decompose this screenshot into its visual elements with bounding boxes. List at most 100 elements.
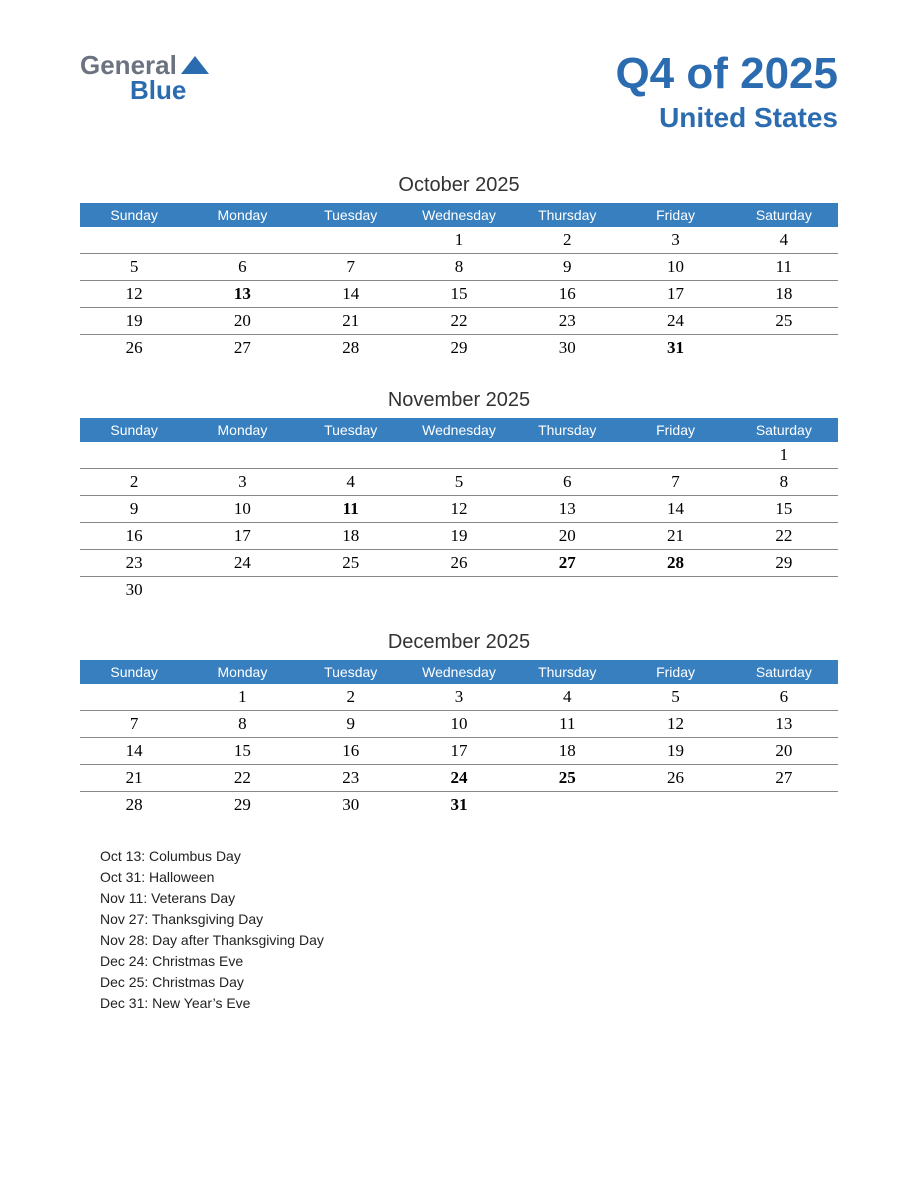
calendar-table: SundayMondayTuesdayWednesdayThursdayFrid… bbox=[80, 418, 838, 603]
calendar-row: 1 bbox=[80, 442, 838, 469]
calendar-cell: 6 bbox=[188, 254, 296, 281]
calendar-cell: 29 bbox=[405, 335, 513, 362]
calendar-cell: 14 bbox=[80, 738, 188, 765]
calendar-cell: 28 bbox=[621, 550, 729, 577]
calendar-cell: 19 bbox=[621, 738, 729, 765]
calendar-cell: 29 bbox=[188, 792, 296, 819]
day-header: Friday bbox=[621, 660, 729, 684]
calendar-cell: 21 bbox=[621, 523, 729, 550]
title-main: Q4 of 2025 bbox=[615, 50, 838, 98]
holiday-item: Oct 31: Halloween bbox=[100, 867, 838, 888]
calendar-cell: 26 bbox=[405, 550, 513, 577]
calendar-cell: 4 bbox=[513, 684, 621, 711]
calendar-cell: 23 bbox=[80, 550, 188, 577]
holiday-list: Oct 13: Columbus DayOct 31: Halloween Nov… bbox=[80, 846, 838, 1014]
calendar-cell: 28 bbox=[297, 335, 405, 362]
day-header: Saturday bbox=[730, 418, 838, 442]
calendar-cell: 8 bbox=[188, 711, 296, 738]
calendar-row: 567891011 bbox=[80, 254, 838, 281]
calendar-cell: 23 bbox=[297, 765, 405, 792]
calendar-cell: 22 bbox=[730, 523, 838, 550]
calendar-cell: 20 bbox=[188, 308, 296, 335]
calendar-cell: 3 bbox=[621, 227, 729, 254]
month-title: November 2025 bbox=[80, 389, 838, 412]
day-header: Monday bbox=[188, 418, 296, 442]
day-header: Friday bbox=[621, 418, 729, 442]
calendar-cell: 30 bbox=[513, 335, 621, 362]
calendar-cell: 5 bbox=[405, 469, 513, 496]
calendar-cell bbox=[513, 577, 621, 604]
calendars-container: October 2025SundayMondayTuesdayWednesday… bbox=[80, 174, 838, 818]
calendar-cell: 5 bbox=[80, 254, 188, 281]
calendar-cell: 7 bbox=[297, 254, 405, 281]
calendar-cell bbox=[621, 577, 729, 604]
day-header: Sunday bbox=[80, 660, 188, 684]
calendar-cell: 2 bbox=[297, 684, 405, 711]
calendar-cell: 9 bbox=[80, 496, 188, 523]
calendar-cell: 30 bbox=[297, 792, 405, 819]
calendar-cell: 25 bbox=[513, 765, 621, 792]
holiday-item: Dec 24: Christmas Eve bbox=[100, 951, 838, 972]
calendar-cell: 1 bbox=[188, 684, 296, 711]
calendar-cell: 24 bbox=[188, 550, 296, 577]
month-title: October 2025 bbox=[80, 174, 838, 197]
calendar-cell: 4 bbox=[297, 469, 405, 496]
day-header: Thursday bbox=[513, 660, 621, 684]
calendar-cell bbox=[80, 684, 188, 711]
calendar-cell: 9 bbox=[513, 254, 621, 281]
calendar-cell bbox=[405, 577, 513, 604]
holiday-item: Nov 28: Day after Thanksgiving Day bbox=[100, 930, 838, 951]
calendar-cell: 31 bbox=[405, 792, 513, 819]
calendar-cell: 1 bbox=[730, 442, 838, 469]
calendar-cell bbox=[730, 577, 838, 604]
calendar-cell: 5 bbox=[621, 684, 729, 711]
calendar-cell: 2 bbox=[513, 227, 621, 254]
calendar-cell: 18 bbox=[297, 523, 405, 550]
calendar-cell: 3 bbox=[405, 684, 513, 711]
calendar-cell: 15 bbox=[188, 738, 296, 765]
calendar-cell: 20 bbox=[730, 738, 838, 765]
calendar-cell bbox=[513, 792, 621, 819]
calendar-cell: 25 bbox=[730, 308, 838, 335]
calendar-cell: 6 bbox=[513, 469, 621, 496]
day-header: Wednesday bbox=[405, 203, 513, 227]
day-header: Saturday bbox=[730, 203, 838, 227]
calendar-cell bbox=[80, 227, 188, 254]
calendar-cell: 4 bbox=[730, 227, 838, 254]
calendar-cell: 27 bbox=[188, 335, 296, 362]
calendar-cell: 20 bbox=[513, 523, 621, 550]
calendar-cell: 7 bbox=[80, 711, 188, 738]
calendar-table: SundayMondayTuesdayWednesdayThursdayFrid… bbox=[80, 203, 838, 361]
calendar-row: 30 bbox=[80, 577, 838, 604]
calendar-cell: 16 bbox=[513, 281, 621, 308]
calendar-cell bbox=[80, 442, 188, 469]
calendar-cell: 17 bbox=[405, 738, 513, 765]
calendar-cell: 7 bbox=[621, 469, 729, 496]
calendar-cell: 17 bbox=[188, 523, 296, 550]
holiday-item: Dec 25: Christmas Day bbox=[100, 972, 838, 993]
calendar-row: 14151617181920 bbox=[80, 738, 838, 765]
day-header: Thursday bbox=[513, 203, 621, 227]
calendar-cell: 22 bbox=[405, 308, 513, 335]
calendar-row: 12131415161718 bbox=[80, 281, 838, 308]
calendar-row: 28293031 bbox=[80, 792, 838, 819]
calendar-cell: 24 bbox=[405, 765, 513, 792]
holiday-item: Dec 31: New Year’s Eve bbox=[100, 993, 838, 1014]
calendar-cell: 15 bbox=[730, 496, 838, 523]
day-header: Monday bbox=[188, 660, 296, 684]
calendar-cell bbox=[297, 442, 405, 469]
calendar-cell: 18 bbox=[513, 738, 621, 765]
brand-logo: General Blue bbox=[80, 50, 209, 106]
holiday-item: Oct 13: Columbus Day bbox=[100, 846, 838, 867]
calendar-cell bbox=[513, 442, 621, 469]
calendar-cell bbox=[730, 792, 838, 819]
holiday-item: Nov 27: Thanksgiving Day bbox=[100, 909, 838, 930]
calendar-cell: 21 bbox=[80, 765, 188, 792]
day-header: Tuesday bbox=[297, 660, 405, 684]
calendar-table: SundayMondayTuesdayWednesdayThursdayFrid… bbox=[80, 660, 838, 818]
calendar-row: 16171819202122 bbox=[80, 523, 838, 550]
calendar-cell: 8 bbox=[405, 254, 513, 281]
calendar-cell: 29 bbox=[730, 550, 838, 577]
day-header: Sunday bbox=[80, 418, 188, 442]
calendar-row: 78910111213 bbox=[80, 711, 838, 738]
